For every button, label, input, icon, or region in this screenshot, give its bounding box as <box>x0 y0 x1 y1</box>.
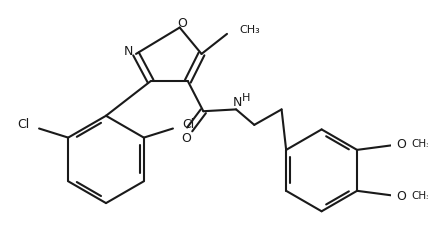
Text: H: H <box>242 93 250 103</box>
Text: Cl: Cl <box>18 118 30 131</box>
Text: O: O <box>181 132 191 145</box>
Text: Cl: Cl <box>182 118 194 131</box>
Text: O: O <box>396 138 406 151</box>
Text: O: O <box>178 17 187 30</box>
Text: CH₃: CH₃ <box>412 139 428 149</box>
Text: N: N <box>232 96 242 109</box>
Text: O: O <box>396 190 406 203</box>
Text: CH₃: CH₃ <box>240 25 261 35</box>
Text: N: N <box>124 45 134 58</box>
Text: CH₃: CH₃ <box>412 191 428 201</box>
